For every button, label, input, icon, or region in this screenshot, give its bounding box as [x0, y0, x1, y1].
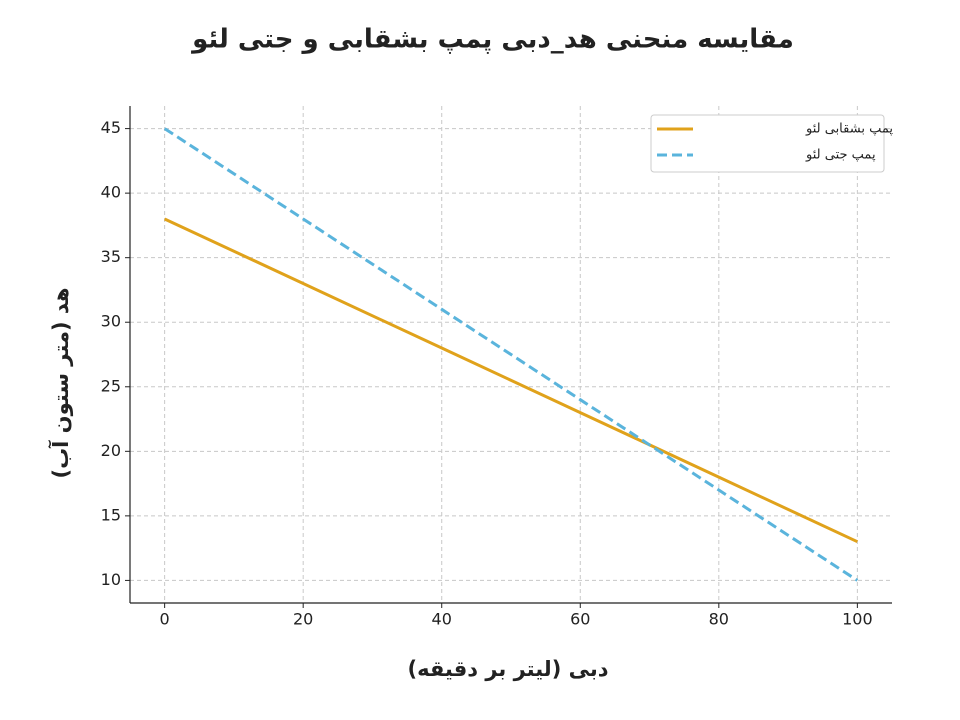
line-series: [164, 217, 858, 544]
legend-box: [650, 114, 885, 173]
y-axis-label: هد (متر ستون آب): [48, 287, 73, 478]
y-tick-label: 10: [101, 570, 121, 589]
y-tick-label: 35: [101, 247, 121, 266]
x-tick-label: 80: [709, 610, 729, 629]
legend: پمپ بشقابی لئو پمپ جتی لئو: [650, 114, 893, 173]
x-tick-label: 0: [160, 610, 170, 629]
line-series: [163, 127, 859, 582]
x-tick-label: 40: [432, 610, 452, 629]
x-tick-label: 60: [570, 610, 590, 629]
y-tick-label: 45: [101, 118, 121, 137]
x-axis-label: دبی (لیتر بر دقیقه): [407, 657, 608, 681]
y-tick-label: 25: [101, 376, 121, 395]
chart-title: مقایسه منحنی هد_دبی پمپ بشقابی و جتی لئو: [190, 25, 794, 55]
y-tick-label: 40: [101, 183, 121, 202]
x-tick-label: 100: [842, 610, 873, 629]
legend-label: پمپ بشقابی لئو: [805, 122, 893, 137]
y-tick-label: 20: [101, 441, 121, 460]
legend-label: پمپ جتی لئو: [805, 148, 876, 163]
x-tick-label: 20: [293, 610, 313, 629]
y-tick-label: 30: [101, 312, 121, 331]
y-tick-label: 15: [101, 505, 121, 524]
